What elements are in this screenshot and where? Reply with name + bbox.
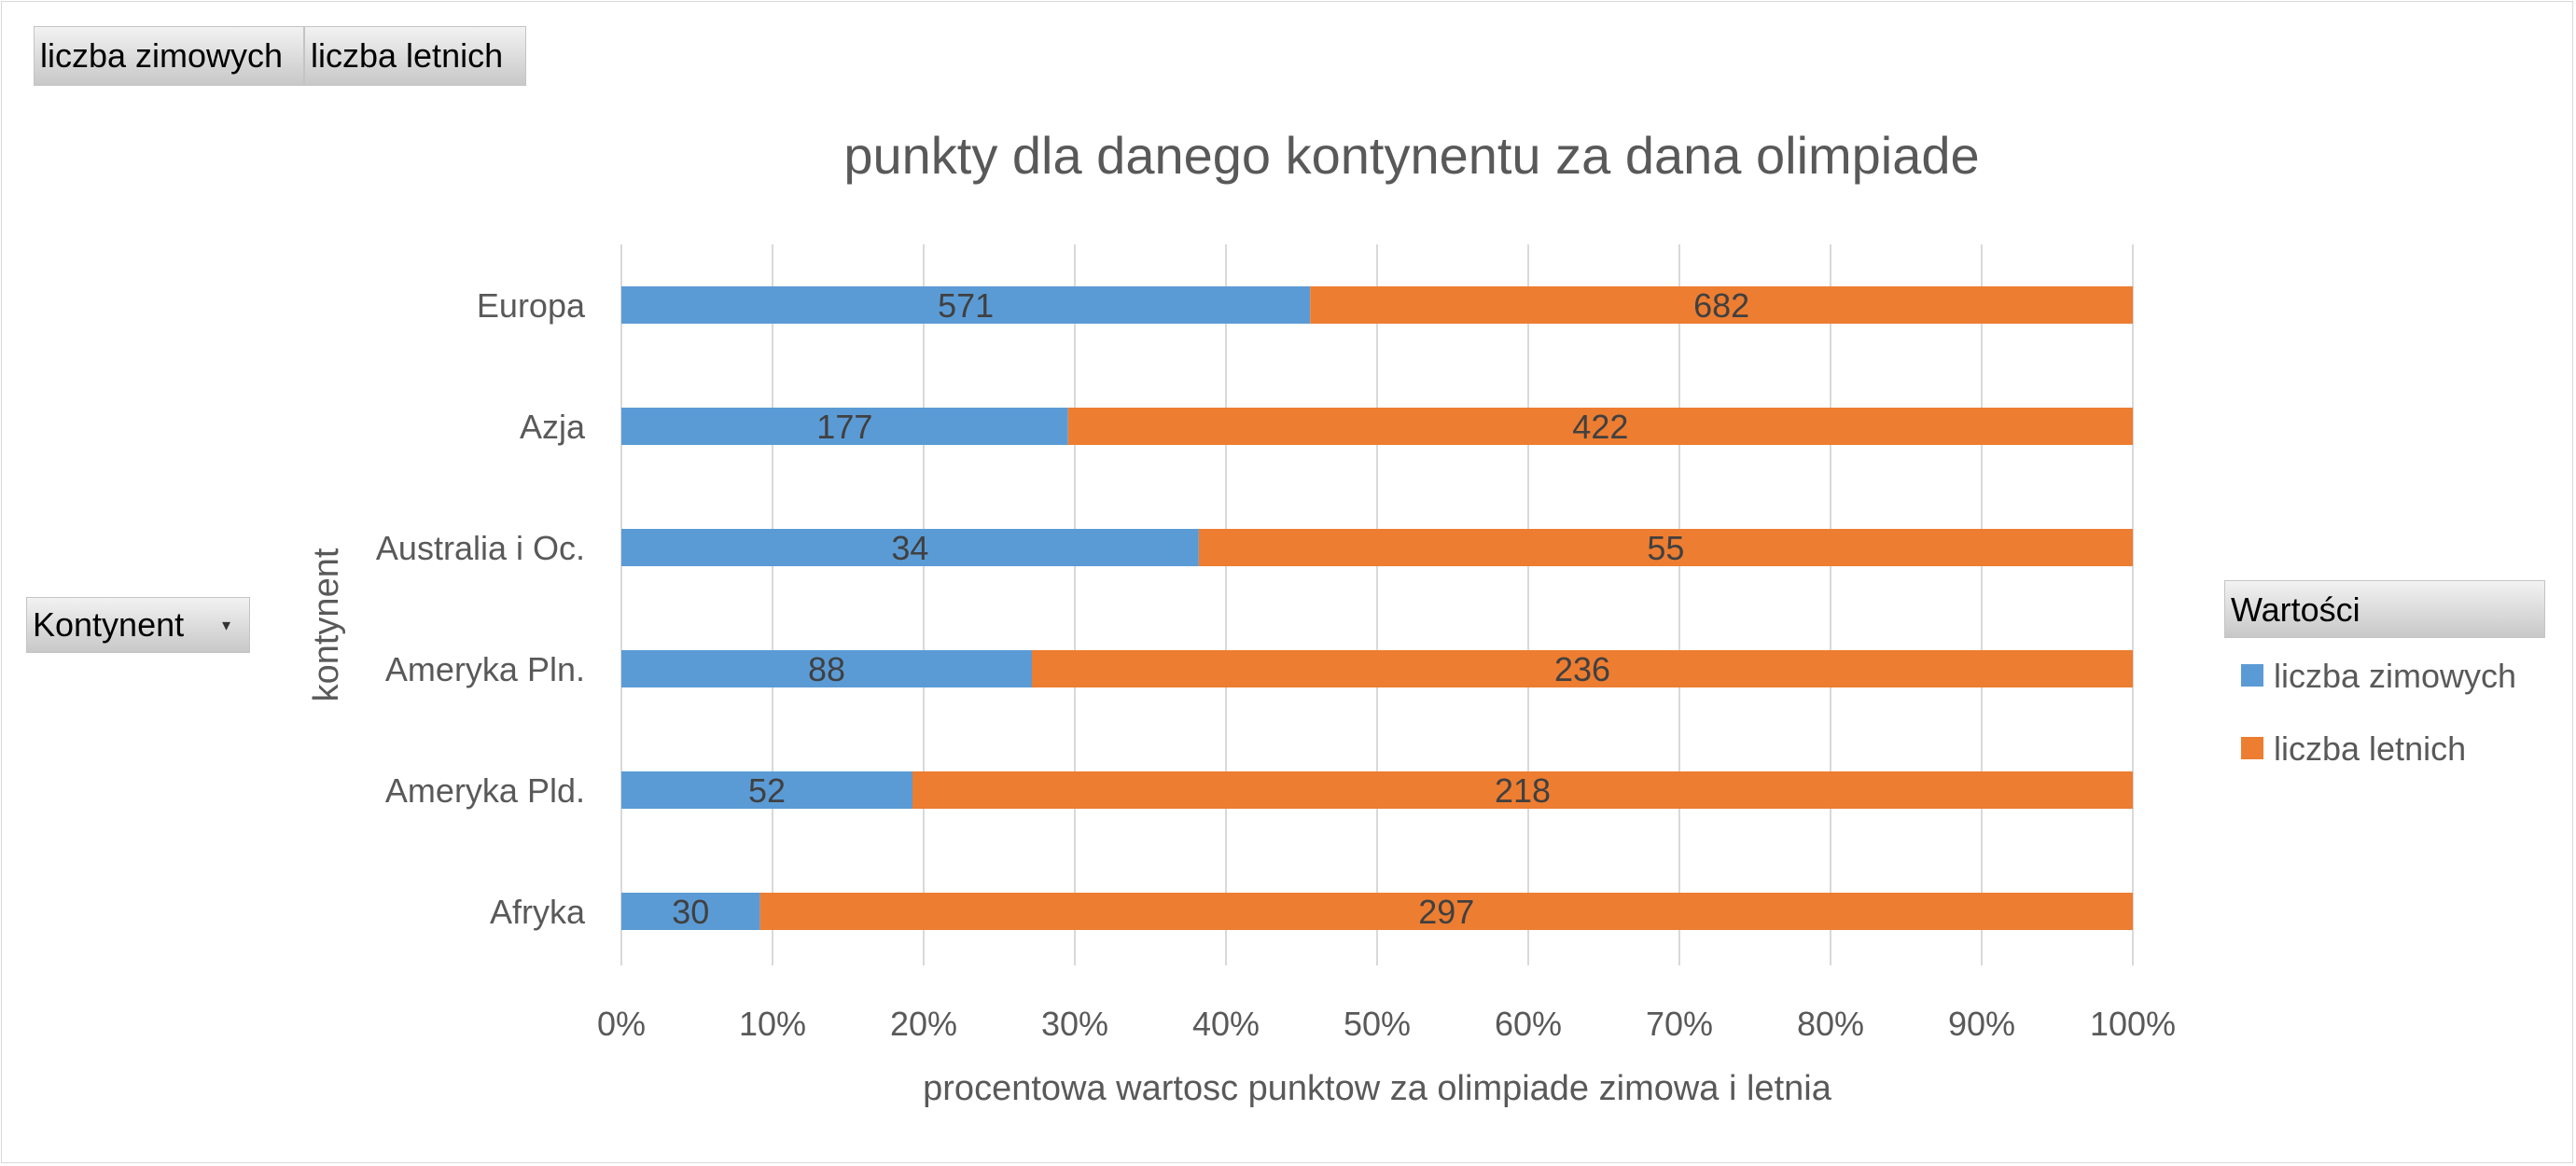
bar-data-label: 297 (1418, 893, 1474, 931)
legend-label: liczba zimowych (2274, 657, 2516, 695)
bar-winter (621, 771, 912, 809)
bar-data-label: 177 (816, 408, 872, 446)
field-button-summer[interactable]: liczba letnich (304, 26, 526, 86)
bar-data-label: 422 (1572, 408, 1628, 446)
legend: liczba zimowych liczba letnich (2241, 657, 2516, 768)
field-button-winter[interactable]: liczba zimowych (34, 26, 304, 86)
bar-data-label: 34 (891, 529, 928, 567)
bar-data-label: 52 (748, 771, 786, 810)
bar-winter (621, 408, 1068, 445)
chart-title: punkty dla danego kontynentu za dana oli… (843, 126, 1979, 185)
bar-data-label: 30 (672, 893, 709, 931)
gridlines (620, 244, 2134, 965)
bar-summer (1067, 408, 2133, 445)
x-tick-label: 20% (890, 1005, 957, 1043)
category-label: Afryka (490, 893, 586, 931)
x-tick-label: 40% (1192, 1005, 1260, 1043)
bar-data-label: 88 (808, 650, 845, 688)
legend-label: liczba letnich (2274, 729, 2466, 768)
legend-swatch (2241, 664, 2263, 687)
bar-summer (1198, 529, 2133, 566)
x-tick-label: 100% (2090, 1005, 2176, 1043)
bar-winter (621, 286, 1311, 324)
bar-winter (621, 529, 1199, 566)
bar-data-label: 55 (1647, 529, 1684, 567)
x-tick-label: 60% (1495, 1005, 1562, 1043)
legend-swatch (2241, 737, 2263, 759)
x-tick-label: 0% (597, 1005, 646, 1043)
bars: 571 682 177 422 34 55 88 236 52 218 30 297 (621, 286, 2134, 931)
x-axis-title: procentowa wartosc punktow za olimpiade … (923, 1069, 1832, 1108)
bar-data-label: 571 (938, 286, 994, 325)
bar-data-label: 218 (1495, 771, 1551, 810)
x-tick-label: 70% (1646, 1005, 1713, 1043)
y-axis-title: kontynent (307, 548, 346, 701)
field-button-winter-label: liczba zimowych (40, 36, 284, 75)
x-tick-label: 80% (1797, 1005, 1864, 1043)
category-labels: Europa Azja Australia i Oc. Ameryka Pln. Ame… (376, 286, 586, 931)
legend-values-label: Wartości (2231, 590, 2360, 629)
row-field-button-continent[interactable]: Kontynent ▾ (26, 597, 250, 653)
legend-values-button[interactable]: Wartości (2224, 580, 2545, 638)
dropdown-arrow-icon[interactable]: ▾ (221, 616, 230, 634)
x-tick-label: 30% (1041, 1005, 1108, 1043)
category-label: Australia i Oc. (376, 529, 585, 567)
bar-data-label: 682 (1693, 286, 1749, 325)
row-field-button-label: Kontynent (33, 605, 185, 644)
category-label: Europa (477, 286, 586, 325)
x-tick-label: 90% (1948, 1005, 2015, 1043)
x-tick-label: 10% (739, 1005, 806, 1043)
bar-data-label: 236 (1554, 650, 1610, 688)
bar-winter (621, 650, 1032, 687)
field-button-summer-label: liczba letnich (311, 36, 504, 75)
bar-summer (759, 893, 2134, 930)
x-tick-labels: 0% 10% 20% 30% 40% 50% 60% 70% 80% 90% 100% (597, 1005, 2176, 1043)
bar-summer (912, 771, 2133, 809)
x-tick-label: 50% (1344, 1005, 1411, 1043)
bar-summer (1032, 650, 2133, 687)
category-label: Azja (520, 408, 586, 446)
category-label: Ameryka Pln. (385, 650, 585, 688)
bar-summer (1310, 286, 2133, 324)
bar-winter (621, 893, 760, 930)
category-label: Ameryka Pld. (385, 771, 585, 810)
